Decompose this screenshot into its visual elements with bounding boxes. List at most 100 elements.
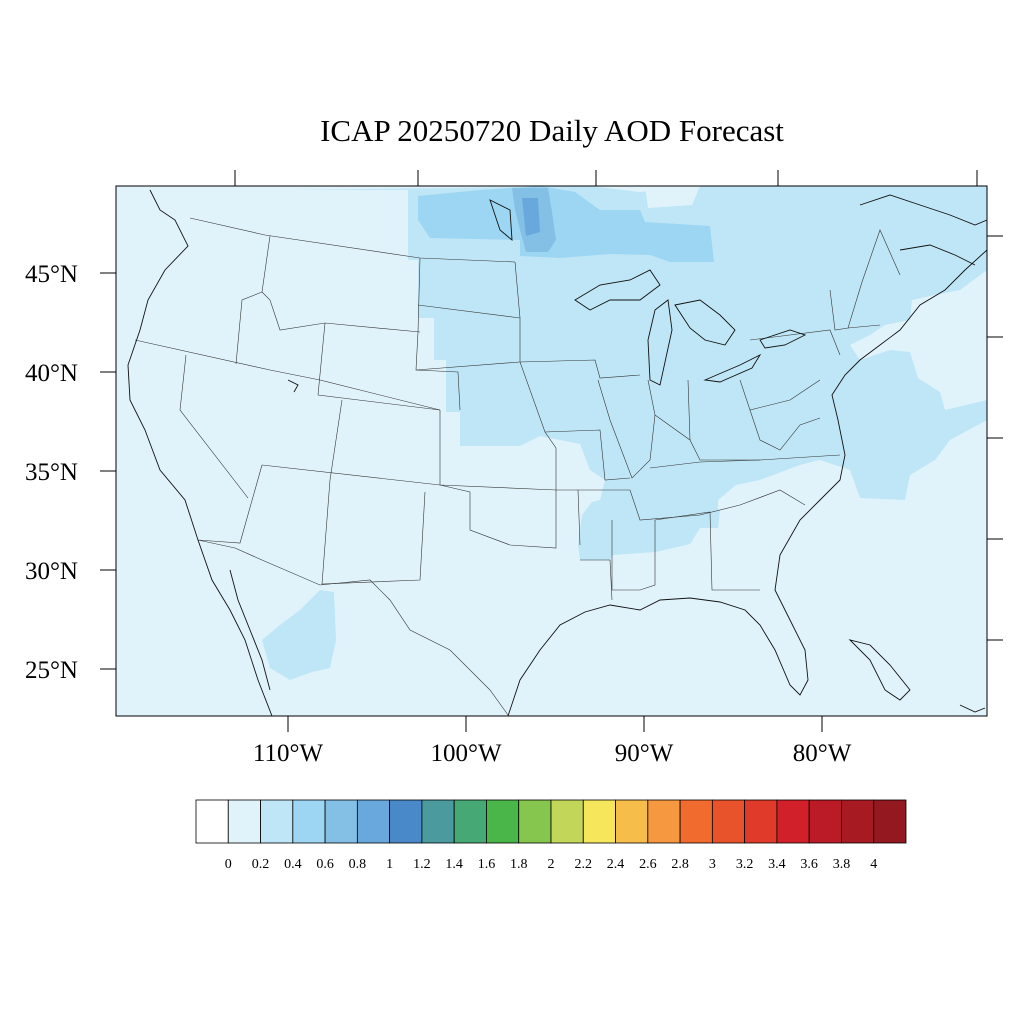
colorbar-label: 0.4 xyxy=(284,857,302,872)
figure-title: ICAP 20250720 Daily AOD Forecast xyxy=(320,113,784,148)
boundary-oklahoma xyxy=(439,484,557,549)
boundary-tn-nc xyxy=(649,454,841,469)
boundary-louisiana xyxy=(580,559,613,601)
great-salt-lake xyxy=(287,379,299,393)
top-ticks xyxy=(234,170,978,186)
colorbar-cell xyxy=(744,799,778,844)
boundary-idaho xyxy=(235,291,263,365)
boundary-maine xyxy=(861,229,901,283)
colorbar-label: 1.8 xyxy=(510,857,528,872)
boundary-vt-nh xyxy=(829,281,863,331)
colorbar-cell xyxy=(615,799,649,844)
left-ticks xyxy=(100,272,116,670)
map-frame xyxy=(115,185,988,717)
boundary-iowa xyxy=(519,359,641,379)
colorbar-cell xyxy=(647,799,681,844)
boundary-new-mexico xyxy=(321,399,426,585)
colorbar-cell xyxy=(421,799,455,844)
lake-erie xyxy=(703,353,762,383)
colorbar-label: 2 xyxy=(548,857,555,872)
colorbar-label: 1.2 xyxy=(413,857,431,872)
aod-contours xyxy=(262,186,987,680)
boundary-kentucky xyxy=(654,414,760,461)
colorbar-cell xyxy=(582,799,616,844)
boundary-ny xyxy=(749,329,841,356)
lake-michigan xyxy=(647,299,673,386)
colorbar-label: 2.6 xyxy=(639,857,657,872)
canada-atlantic-coast xyxy=(859,194,988,226)
baja-coast xyxy=(229,569,271,691)
boundary-arizona xyxy=(197,464,263,544)
us-mexico-border xyxy=(197,539,509,716)
boundary-indiana-ohio xyxy=(687,379,691,441)
boundary-nevada xyxy=(179,354,249,499)
gulf-atlantic-coast xyxy=(507,249,988,717)
colorbar-label: 0.8 xyxy=(349,857,367,872)
lat-label: 35°N xyxy=(25,459,78,486)
aod-region-0-2 xyxy=(292,186,987,560)
longitude-labels: 110°W 100°W 90°W 80°W xyxy=(253,740,852,767)
colorbar-label: 3.2 xyxy=(736,857,754,872)
colorbar-label: 3.4 xyxy=(768,857,786,872)
lake-superior xyxy=(574,269,661,311)
aod-region-0-2-south xyxy=(610,500,720,555)
boundary-mississippi xyxy=(611,520,656,591)
colorbar-cell xyxy=(873,799,907,844)
colorbar-label: 2.4 xyxy=(607,857,625,872)
lon-label: 80°W xyxy=(793,740,852,767)
boundary-utah-az xyxy=(261,464,441,486)
us-canada-border xyxy=(189,217,516,263)
boundary-missouri xyxy=(544,429,631,481)
colorbar-label: 1.4 xyxy=(445,857,463,872)
boundary-wv-va xyxy=(749,409,821,451)
colorbar-cell xyxy=(711,799,746,844)
boundary-arkansas-tn xyxy=(578,489,701,521)
coastlines xyxy=(127,189,988,717)
colorbar-cell xyxy=(195,799,229,844)
lat-label: 25°N xyxy=(25,657,78,684)
boundary-alabama-georgia xyxy=(654,511,760,591)
boundary-pa xyxy=(739,379,821,411)
colorbar-label: 0.6 xyxy=(316,857,334,872)
colorbar-cell xyxy=(679,799,713,844)
lat-label: 40°N xyxy=(25,360,78,387)
boundary-georgia-sc xyxy=(699,489,806,516)
nova-scotia-coast xyxy=(899,244,976,266)
colorbar-cell xyxy=(453,799,487,844)
colorbar-label: 3.6 xyxy=(800,857,818,872)
lat-label: 45°N xyxy=(25,261,78,288)
boundary-sd-ne xyxy=(415,361,521,371)
colorbar-label: 2.2 xyxy=(575,857,593,872)
lake-winnipeg xyxy=(489,199,513,242)
colorbar-label: 1.6 xyxy=(478,857,496,872)
colorbar-cell xyxy=(260,799,294,844)
lat-label: 30°N xyxy=(25,558,78,585)
caribbean-islands xyxy=(848,639,911,701)
boundary-mn-ia-mo xyxy=(514,261,581,546)
colorbar-cell xyxy=(550,799,584,844)
colorbar-cell xyxy=(389,799,423,844)
bottom-ticks xyxy=(287,716,823,732)
pacific-coast xyxy=(127,189,273,717)
boundary-ma xyxy=(847,324,881,329)
latitude-labels: 45°N 40°N 35°N 30°N 25°N xyxy=(25,261,78,684)
aod-region-0-8 xyxy=(522,198,540,236)
right-ticks xyxy=(987,235,1003,641)
colorbar-label: 0.2 xyxy=(252,857,270,872)
aod-region-0-2-mexico xyxy=(262,590,336,680)
boundary-nd-sd xyxy=(417,304,521,319)
colorbar-label: 3 xyxy=(709,857,716,872)
colorbar-cell xyxy=(292,799,326,844)
lake-huron xyxy=(674,299,736,346)
lon-label: 100°W xyxy=(430,740,501,767)
colorbar-label: 2.8 xyxy=(671,857,689,872)
map-panel: 45°N 40°N 35°N 30°N 25°N 110°W 100°W 90°… xyxy=(25,170,1003,767)
colorbar-cell xyxy=(841,799,875,844)
colorbar-label: 1 xyxy=(386,857,393,872)
colorbar-cell xyxy=(776,799,810,844)
colorbar-cell xyxy=(808,799,842,844)
aod-region-low-north xyxy=(645,186,700,208)
state-boundaries xyxy=(134,217,901,716)
colorbar: 0 0.2 0.4 0.6 0.8 1 1.2 1.4 1.6 1.8 2 2.2 2.4 2.6 2.8 3… xyxy=(195,799,907,872)
